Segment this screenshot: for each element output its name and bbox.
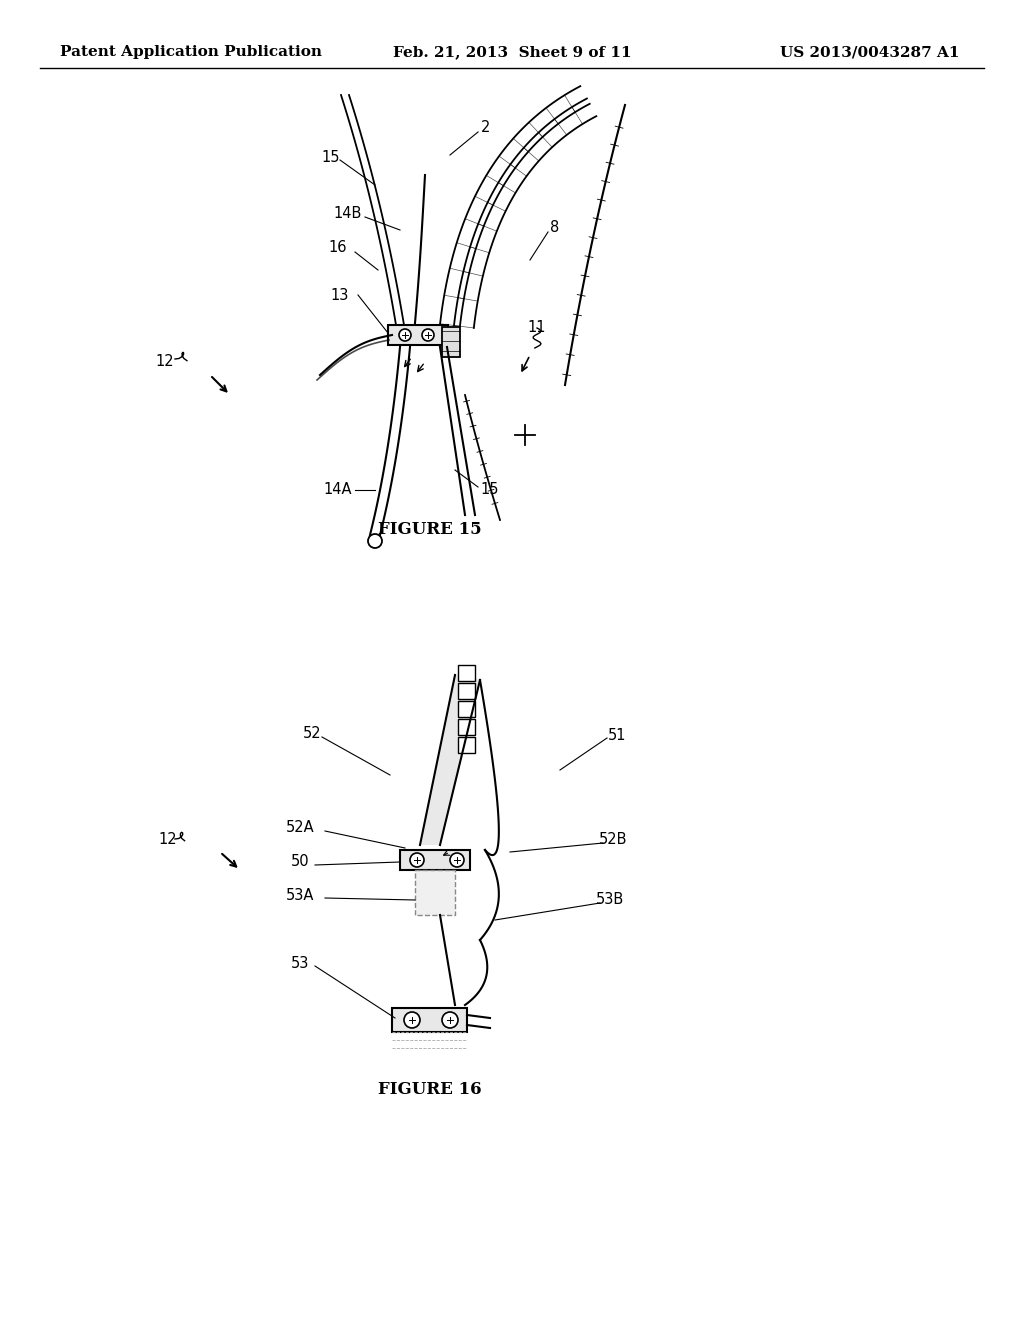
Text: 53A: 53A [286,887,314,903]
Bar [458,737,475,752]
Text: FIGURE 15: FIGURE 15 [378,521,482,539]
Text: 50: 50 [291,854,309,870]
Bar [458,719,475,735]
Text: FIGURE 16: FIGURE 16 [378,1081,482,1098]
Text: Patent Application Publication: Patent Application Publication [60,45,322,59]
Text: 12: 12 [156,355,174,370]
Circle shape [422,329,434,341]
Polygon shape [420,675,480,845]
Text: 12: 12 [159,833,177,847]
Text: US 2013/0043287 A1: US 2013/0043287 A1 [780,45,961,59]
Text: 15: 15 [480,483,500,498]
Text: 8: 8 [550,220,560,235]
Text: 14A: 14A [324,483,352,498]
Text: 2: 2 [481,120,490,136]
Text: 15: 15 [322,149,340,165]
Bar [458,682,475,700]
Circle shape [450,853,464,867]
Bar [400,850,470,870]
Text: 14B: 14B [334,206,362,220]
Text: 52: 52 [303,726,322,742]
Circle shape [404,1012,420,1028]
Text: 53B: 53B [596,892,624,908]
Text: 52B: 52B [599,833,628,847]
Circle shape [410,853,424,867]
Text: 52A: 52A [286,821,314,836]
Text: 13: 13 [331,288,349,302]
Bar [458,701,475,717]
Text: 11: 11 [527,321,546,335]
Text: Feb. 21, 2013  Sheet 9 of 11: Feb. 21, 2013 Sheet 9 of 11 [392,45,632,59]
Text: 16: 16 [329,240,347,256]
Text: 53: 53 [291,956,309,970]
Circle shape [399,329,411,341]
Bar [415,870,455,915]
Text: 51: 51 [608,727,627,742]
Bar [458,665,475,681]
Bar [388,325,449,345]
Bar [442,327,460,356]
Bar [392,1008,467,1032]
Circle shape [442,1012,458,1028]
